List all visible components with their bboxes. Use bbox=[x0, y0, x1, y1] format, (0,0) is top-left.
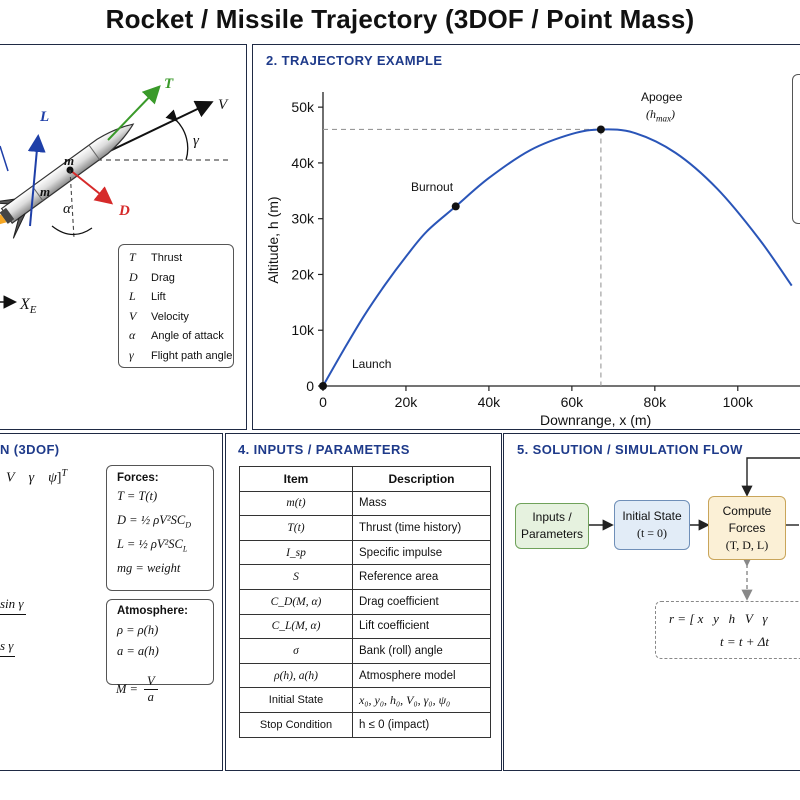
table-header-row: Item Description bbox=[239, 466, 491, 492]
x-tick-label: 40k bbox=[478, 394, 502, 410]
point-launch bbox=[319, 382, 327, 390]
legend-row: L Lift bbox=[129, 289, 166, 303]
x-tick-label: 80k bbox=[644, 394, 668, 410]
x-tick-label: 20k bbox=[395, 394, 419, 410]
label-drag: D bbox=[119, 203, 130, 219]
legend-row: γ Flight path angle bbox=[129, 347, 233, 362]
panel-forces-diagram bbox=[0, 44, 247, 430]
legend-row: V Velocity bbox=[129, 308, 189, 323]
gamma-arc bbox=[165, 109, 189, 161]
table-row: C_L(M, α) Lift coefficient bbox=[239, 613, 491, 640]
burnout-label: Burnout bbox=[411, 180, 454, 194]
force-eq-drag: D = ½ ρV²SCD bbox=[117, 513, 191, 530]
legend-row: D Drag bbox=[129, 269, 175, 284]
table-row: T(t) Thrust (time history) bbox=[239, 515, 491, 541]
rocket-icon bbox=[0, 123, 135, 239]
force-eq-lift: L = ½ ρV²SCL bbox=[117, 537, 188, 554]
flow-state-box bbox=[655, 601, 800, 659]
force-eq-thrust: T = T(t) bbox=[117, 489, 158, 503]
equation-fragment-cos: s γ bbox=[0, 638, 16, 657]
table-row: Initial State x₀, y₀, h₀, V₀, γ₀, ψ₀ bbox=[239, 687, 491, 713]
apogee-label: Apogee bbox=[641, 90, 683, 104]
x-tick-label: 100k bbox=[723, 394, 754, 410]
trajectory-chart: 0 10k 20k 30k 40k 50k 0 20k 40k 60k 80k 100k bbox=[291, 92, 800, 410]
alpha-arc bbox=[51, 225, 93, 236]
page-title: Rocket / Missile Trajectory (3DOF / Poin… bbox=[105, 4, 695, 34]
atm-eq-density: ρ = ρ(h) bbox=[117, 623, 159, 637]
drag-vector bbox=[69, 169, 114, 205]
flow-box-compute-forces: Compute Forces (T, D, L) bbox=[708, 496, 786, 560]
table-row: ρ(h), a(h) Atmosphere model bbox=[239, 662, 491, 689]
vertical-reference-line bbox=[0, 145, 9, 172]
trajectory-section-title: 2. TRAJECTORY EXAMPLE bbox=[266, 53, 443, 68]
column-header-item: Item bbox=[239, 466, 353, 492]
label-velocity: V bbox=[218, 97, 228, 113]
label-mass-2: m bbox=[40, 184, 51, 199]
equations-section-title: N (3DOF) bbox=[0, 442, 60, 457]
atmosphere-box: Atmosphere: ρ = ρ(h) a = a(h) bbox=[106, 599, 214, 685]
atm-eq-sound: a = a(h) bbox=[117, 644, 159, 658]
flow-connectors bbox=[587, 457, 800, 601]
y-tick-label: 10k bbox=[291, 322, 315, 338]
flow-time-update: t = t + Δt bbox=[720, 634, 770, 649]
mach-equation: M = V a bbox=[116, 674, 158, 705]
forces-definitions-box: Forces: T = T(t) D = ½ ρV²SCD L = ½ ρV²S… bbox=[106, 465, 214, 591]
flow-loop-arrow bbox=[741, 457, 800, 497]
flow-box-initial-state: Initial State (t = 0) bbox=[614, 500, 690, 550]
parameters-section-title: 4. INPUTS / PARAMETERS bbox=[238, 442, 410, 457]
label-axis-xe: XE bbox=[20, 296, 37, 317]
trajectory-x-axis-label: Downrange, x (m) bbox=[540, 412, 652, 428]
atmosphere-title: Atmosphere: bbox=[117, 605, 188, 617]
state-vector-fragment: V γ ψ]T bbox=[6, 468, 68, 486]
panel-equations bbox=[0, 433, 223, 771]
label-alpha: α bbox=[63, 201, 71, 217]
legend-row: T Thrust bbox=[129, 250, 183, 264]
table-row: m(t) Mass bbox=[239, 490, 491, 517]
lift-vector bbox=[27, 134, 46, 227]
point-burnout bbox=[451, 202, 460, 211]
y-tick-label: 40k bbox=[291, 155, 315, 171]
parameters-table: Item Description m(t) Mass T(t) Thrust (ti… bbox=[239, 466, 491, 738]
table-row: S Reference area bbox=[239, 564, 491, 590]
label-thrust: T bbox=[164, 76, 174, 92]
thrust-vector bbox=[107, 85, 161, 141]
panel-simulation-flow bbox=[503, 433, 800, 771]
trajectory-legend-box bbox=[792, 74, 800, 224]
table-row: I_sp Specific impulse bbox=[239, 539, 491, 566]
y-tick-label: 0 bbox=[306, 378, 314, 394]
label-gamma: γ bbox=[193, 133, 199, 149]
equation-fragment-sin: sin γ bbox=[0, 596, 26, 615]
apogee-sublabel: (hmax) bbox=[646, 107, 675, 124]
forces-title: Forces: bbox=[117, 472, 159, 484]
legend-row: α Angle of attack bbox=[129, 328, 224, 342]
point-apogee bbox=[596, 125, 605, 134]
panel-trajectory bbox=[252, 44, 800, 430]
column-header-description: Description bbox=[352, 466, 491, 492]
y-tick-label: 20k bbox=[291, 266, 315, 282]
x-tick-label: 60k bbox=[561, 394, 585, 410]
panel-parameters bbox=[225, 433, 502, 771]
y-tick-label: 50k bbox=[291, 99, 315, 115]
trajectory-y-axis-label: Altitude, h (m) bbox=[265, 196, 281, 284]
simulation-section-title: 5. SOLUTION / SIMULATION FLOW bbox=[517, 442, 743, 457]
label-mass-1: m bbox=[64, 153, 75, 168]
forces-legend: T Thrust D Drag L Lift V Velocity α Angle of … bbox=[118, 244, 234, 368]
x-tick-label: 0 bbox=[319, 394, 327, 410]
force-eq-weight: mg = weight bbox=[117, 561, 181, 575]
trajectory-line bbox=[322, 128, 793, 387]
table-row: σ Bank (roll) angle bbox=[239, 638, 491, 664]
launch-label: Launch bbox=[352, 357, 392, 371]
label-lift: L bbox=[40, 109, 50, 125]
table-row: C_D(M, α) Drag coefficient bbox=[239, 588, 491, 615]
y-tick-label: 30k bbox=[291, 211, 315, 227]
flow-state-vector: r = [ x y h V γ bbox=[669, 611, 768, 626]
flow-box-inputs: Inputs / Parameters bbox=[515, 503, 589, 549]
forces-diagram-svg bbox=[0, 85, 232, 309]
alpha-dashed-line bbox=[69, 169, 75, 239]
table-row: Stop Condition h ≤ 0 (impact) bbox=[239, 711, 491, 738]
